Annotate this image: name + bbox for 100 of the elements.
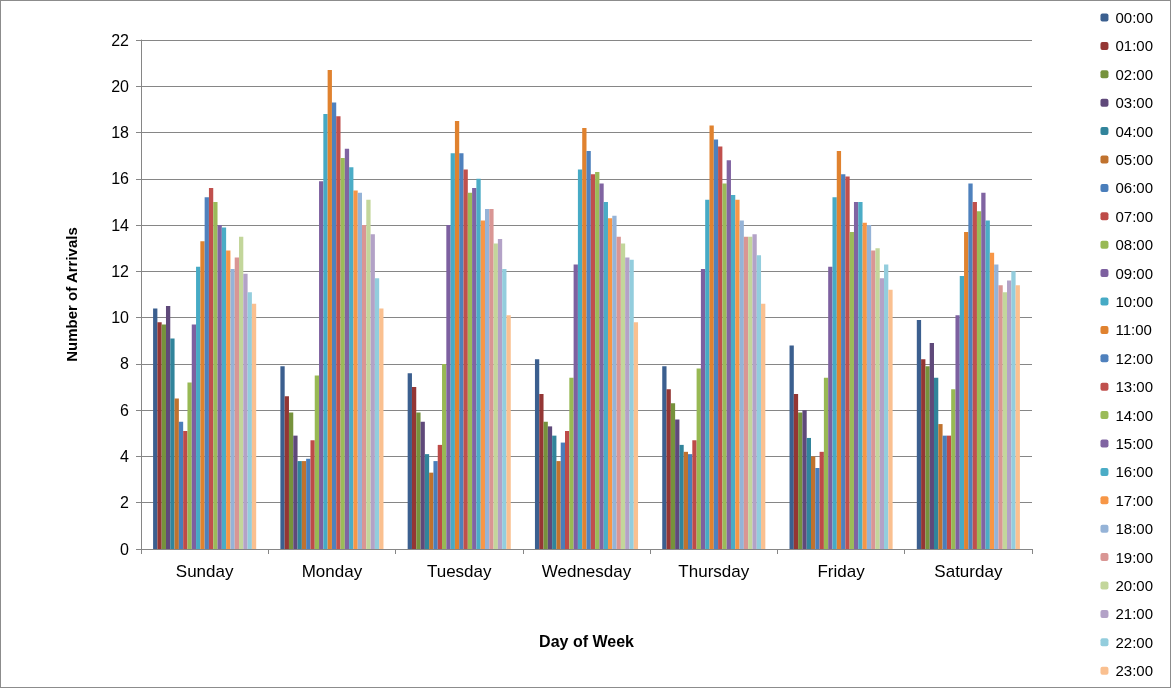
bar bbox=[735, 199, 740, 549]
bar bbox=[476, 178, 481, 549]
bar bbox=[170, 338, 175, 549]
bar bbox=[200, 241, 205, 549]
legend-label: 13:00 bbox=[1115, 378, 1154, 396]
bar bbox=[323, 114, 328, 549]
bar bbox=[174, 398, 179, 549]
bar bbox=[472, 188, 477, 549]
x-axis-title: Day of Week bbox=[539, 632, 635, 650]
bar bbox=[743, 236, 749, 549]
bar bbox=[306, 458, 311, 549]
bar bbox=[888, 289, 893, 549]
bar bbox=[319, 181, 324, 549]
legend-label: 04:00 bbox=[1115, 122, 1154, 140]
bar bbox=[314, 375, 320, 549]
legend-label: 22:00 bbox=[1115, 633, 1154, 651]
bar bbox=[297, 461, 302, 549]
bar bbox=[879, 278, 885, 549]
bar bbox=[484, 208, 490, 549]
y-tick-label: 20 bbox=[111, 77, 130, 95]
bar bbox=[565, 431, 570, 549]
bar bbox=[420, 421, 425, 549]
legend-label: 21:00 bbox=[1115, 605, 1154, 623]
legend-label: 06:00 bbox=[1115, 179, 1154, 197]
bar bbox=[539, 393, 544, 549]
bar bbox=[683, 451, 689, 549]
bar bbox=[700, 269, 706, 549]
bar bbox=[552, 435, 557, 549]
bar bbox=[293, 435, 298, 549]
bar bbox=[1002, 292, 1008, 549]
bar bbox=[357, 192, 362, 549]
bar bbox=[633, 322, 639, 549]
x-tick-label: Wednesday bbox=[541, 562, 632, 581]
bar bbox=[616, 236, 621, 549]
bar bbox=[696, 368, 701, 549]
y-tick-label: 4 bbox=[120, 447, 130, 465]
bar bbox=[336, 116, 341, 549]
bar bbox=[675, 419, 680, 549]
bar bbox=[183, 431, 188, 549]
x-tick-label: Friday bbox=[817, 562, 866, 581]
bar bbox=[153, 308, 158, 549]
x-tick-label: Saturday bbox=[934, 562, 1003, 581]
bar bbox=[191, 324, 197, 549]
bar bbox=[802, 410, 807, 549]
bar bbox=[989, 252, 995, 549]
bar bbox=[353, 190, 358, 549]
legend-label: 09:00 bbox=[1115, 264, 1154, 282]
y-tick-label: 8 bbox=[120, 355, 130, 373]
bar bbox=[739, 220, 744, 549]
y-tick-label: 22 bbox=[111, 31, 130, 49]
bar bbox=[560, 442, 566, 549]
bar bbox=[556, 461, 561, 549]
bar bbox=[590, 174, 596, 549]
y-tick-label: 16 bbox=[111, 170, 130, 188]
bar bbox=[230, 269, 235, 549]
legend-label: 23:00 bbox=[1115, 662, 1154, 680]
bar bbox=[845, 176, 850, 549]
bar bbox=[849, 232, 854, 549]
bar bbox=[938, 424, 943, 549]
bar bbox=[502, 269, 507, 549]
legend-label: 20:00 bbox=[1115, 577, 1154, 594]
y-tick-label: 6 bbox=[120, 401, 130, 419]
bar bbox=[1007, 280, 1012, 549]
bar bbox=[506, 315, 511, 549]
x-tick-label: Thursday bbox=[678, 562, 750, 581]
bar bbox=[823, 377, 829, 549]
bar bbox=[972, 201, 977, 549]
legend-label: 10:00 bbox=[1115, 293, 1154, 310]
bar bbox=[692, 440, 697, 549]
bar bbox=[204, 197, 209, 549]
bar bbox=[713, 139, 719, 549]
bar bbox=[217, 225, 222, 549]
bar bbox=[836, 151, 842, 549]
bar bbox=[662, 366, 667, 549]
y-tick-label: 2 bbox=[120, 494, 130, 512]
bar bbox=[349, 167, 354, 549]
bar bbox=[340, 158, 345, 549]
bar bbox=[489, 208, 494, 549]
bar bbox=[730, 195, 736, 549]
bar bbox=[976, 211, 982, 549]
bar bbox=[828, 266, 833, 549]
bar bbox=[310, 440, 315, 549]
x-tick-label: Monday bbox=[301, 562, 363, 581]
bar bbox=[480, 220, 485, 549]
bar bbox=[366, 199, 371, 549]
bar bbox=[884, 264, 889, 549]
bar bbox=[858, 201, 863, 549]
bar bbox=[1011, 271, 1016, 549]
bar bbox=[534, 359, 540, 549]
bar bbox=[577, 169, 583, 549]
legend-label: 14:00 bbox=[1115, 406, 1154, 424]
bar bbox=[178, 421, 184, 549]
bar bbox=[327, 70, 332, 549]
bar bbox=[586, 151, 591, 549]
bar bbox=[243, 273, 248, 549]
bar bbox=[467, 192, 473, 549]
bar bbox=[718, 146, 723, 549]
legend-label: 18:00 bbox=[1115, 520, 1154, 538]
bar bbox=[866, 225, 872, 549]
bar bbox=[798, 412, 803, 549]
